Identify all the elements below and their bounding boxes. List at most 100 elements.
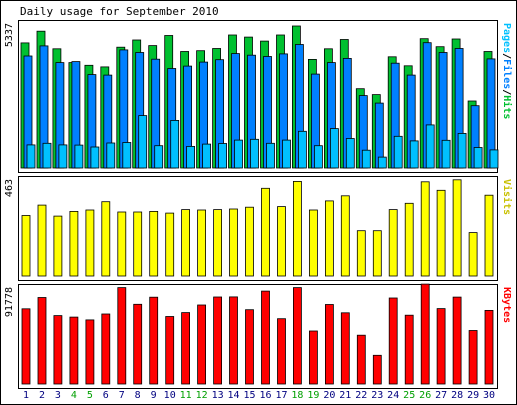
bar-kbytes xyxy=(53,315,63,385)
bar-kbytes xyxy=(69,316,79,385)
bar-visits xyxy=(21,215,31,277)
side-label-part: Hits xyxy=(501,95,513,119)
bar-pages xyxy=(186,145,196,169)
bar-pages xyxy=(122,142,132,169)
bar-pages xyxy=(361,149,371,169)
panel-kbytes: 91778 KBytes xyxy=(4,283,512,389)
bar-kbytes xyxy=(468,330,478,385)
x-tick-label: 20 xyxy=(323,390,335,401)
x-tick-label: 7 xyxy=(119,390,125,401)
bar-kbytes xyxy=(85,319,95,385)
bar-visits xyxy=(149,210,159,277)
bar-kbytes xyxy=(101,313,111,385)
bar-kbytes xyxy=(21,308,31,385)
bar-visits xyxy=(404,202,414,277)
panel-visits: 463 Visits xyxy=(4,176,513,281)
bar-visits xyxy=(468,232,478,277)
x-tick-label: 21 xyxy=(339,390,351,401)
bar-visits xyxy=(213,209,223,277)
bar-kbytes xyxy=(324,304,334,385)
bar-visits xyxy=(452,179,462,277)
bar-kbytes xyxy=(149,296,159,385)
bar-visits xyxy=(292,180,302,277)
bar-pages xyxy=(170,120,180,169)
bar-pages xyxy=(138,115,148,169)
bar-pages xyxy=(393,135,403,169)
bar-kbytes xyxy=(133,303,143,385)
x-tick-label: 14 xyxy=(227,390,239,401)
x-tick-label: 19 xyxy=(307,390,319,401)
bar-visits xyxy=(133,211,143,277)
x-tick-label: 10 xyxy=(164,390,176,401)
bar-visits xyxy=(117,211,127,277)
x-tick-label: 1 xyxy=(23,390,29,401)
bar-kbytes xyxy=(197,304,207,385)
bar-visits xyxy=(229,208,238,277)
side-series-label: Visits xyxy=(501,179,513,215)
x-tick-label: 11 xyxy=(180,390,192,401)
bar-visits xyxy=(181,209,191,277)
bar-kbytes xyxy=(292,287,302,385)
x-tick-label: 29 xyxy=(467,390,479,401)
bar-kbytes xyxy=(340,312,350,385)
bar-visits xyxy=(165,212,175,277)
side-series-label: Pages/Files/Hits xyxy=(501,23,513,119)
bar-kbytes xyxy=(37,297,47,385)
bar-pages xyxy=(329,128,339,169)
bar-pages xyxy=(425,124,435,169)
bar-pages xyxy=(282,139,291,169)
y-max-label: 463 xyxy=(4,179,15,197)
chart-title: Daily usage for September 2010 xyxy=(20,5,219,18)
bar-kbytes xyxy=(181,312,191,385)
bar-visits xyxy=(484,194,494,277)
panel-frame xyxy=(18,284,498,389)
x-tick-label: 26 xyxy=(419,390,431,401)
bar-visits xyxy=(388,209,398,277)
bar-kbytes xyxy=(277,318,286,385)
bar-kbytes xyxy=(165,316,175,385)
bar-pages xyxy=(154,145,164,169)
bar-kbytes xyxy=(420,283,430,385)
bar-kbytes xyxy=(308,330,318,385)
panel-pages-files-hits: 5337 Pages/Files/Hits xyxy=(4,20,513,173)
x-tick-label: 28 xyxy=(451,390,463,401)
bar-pages xyxy=(489,149,499,169)
x-tick-label: 25 xyxy=(403,390,415,401)
bar-visits xyxy=(308,209,318,277)
bar-visits xyxy=(277,206,286,277)
bar-pages xyxy=(58,144,68,169)
bar-pages xyxy=(409,140,419,169)
x-tick-label: 4 xyxy=(71,390,77,401)
bar-pages xyxy=(202,143,212,169)
x-tick-label: 13 xyxy=(212,390,224,401)
bar-pages xyxy=(345,138,355,169)
bar-kbytes xyxy=(356,334,366,385)
x-tick-label: 17 xyxy=(275,390,287,401)
side-label-part: Pages xyxy=(501,23,512,53)
bar-pages xyxy=(90,146,100,169)
x-tick-label: 6 xyxy=(103,390,109,401)
bar-kbytes xyxy=(436,308,446,385)
bar-visits xyxy=(85,209,95,277)
x-tick-label: 16 xyxy=(259,390,271,401)
bar-pages xyxy=(106,142,116,169)
bar-pages xyxy=(266,142,275,169)
bar-pages xyxy=(473,147,483,169)
x-tick-label: 23 xyxy=(371,390,383,401)
x-tick-label: 18 xyxy=(291,390,303,401)
bar-kbytes xyxy=(372,354,382,385)
bar-pages xyxy=(250,138,259,169)
x-tick-label: 5 xyxy=(87,390,93,401)
x-tick-labels: 1 2 3 4 5 6 7 8 9 10 11 12 13 14 15 16 17 18 19 20 21 22 23 24 2… xyxy=(23,390,495,401)
bar-kbytes xyxy=(388,297,398,385)
bar-pages xyxy=(42,142,52,169)
bar-visits xyxy=(420,181,430,277)
bar-kbytes xyxy=(245,309,254,385)
side-label-part: KBytes xyxy=(501,287,512,323)
x-tick-label: 3 xyxy=(55,390,61,401)
bar-kbytes xyxy=(452,296,462,385)
side-label-part: Files xyxy=(501,59,513,89)
side-label-part: / xyxy=(501,53,512,59)
x-tick-label: 2 xyxy=(39,390,45,401)
